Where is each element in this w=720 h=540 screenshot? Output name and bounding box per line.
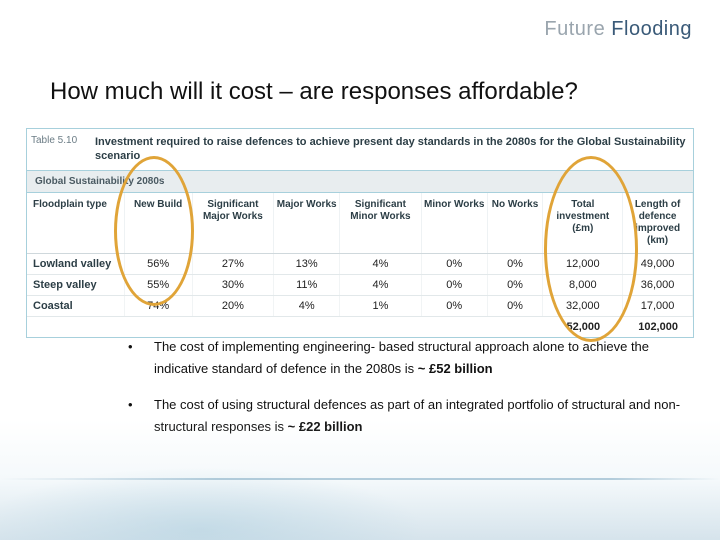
cell: 56% bbox=[125, 254, 193, 274]
col-header: Significant Minor Works bbox=[340, 193, 422, 253]
brand-label: Future Flooding bbox=[544, 18, 692, 41]
cell: 17,000 bbox=[623, 296, 693, 316]
total-cell: 52,000 bbox=[543, 317, 623, 337]
table-row: Steep valley 55% 30% 11% 4% 0% 0% 8,000 … bbox=[27, 275, 693, 296]
total-cell bbox=[340, 317, 422, 337]
cell: 12,000 bbox=[543, 254, 623, 274]
bullet-dot-icon: • bbox=[128, 336, 154, 380]
col-header: Length of defence improved (km) bbox=[623, 193, 693, 253]
col-header: Floodplain type bbox=[27, 193, 125, 253]
col-header: Significant Major Works bbox=[193, 193, 275, 253]
col-header: Major Works bbox=[274, 193, 340, 253]
cell: 4% bbox=[274, 296, 340, 316]
cell: 20% bbox=[193, 296, 275, 316]
cell: 1% bbox=[340, 296, 422, 316]
cell: 32,000 bbox=[543, 296, 623, 316]
slide-title: How much will it cost – are responses af… bbox=[50, 78, 578, 106]
row-label: Coastal bbox=[27, 296, 125, 316]
cell: 0% bbox=[488, 254, 544, 274]
cell: 36,000 bbox=[623, 275, 693, 295]
table-total-row: 52,000 102,000 bbox=[27, 317, 693, 337]
total-cell bbox=[488, 317, 544, 337]
col-header: No Works bbox=[488, 193, 544, 253]
cell: 0% bbox=[488, 296, 544, 316]
cell: 0% bbox=[422, 275, 488, 295]
row-label: Steep valley bbox=[27, 275, 125, 295]
brand-word-1: Future bbox=[544, 18, 605, 40]
bullet-bold: ~ £52 billion bbox=[418, 361, 493, 376]
cell: 74% bbox=[125, 296, 193, 316]
investment-table: Table 5.10 Investment required to raise … bbox=[26, 128, 694, 338]
cell: 8,000 bbox=[543, 275, 623, 295]
table-number: Table 5.10 bbox=[27, 129, 91, 170]
cell: 0% bbox=[488, 275, 544, 295]
cell: 0% bbox=[422, 296, 488, 316]
col-header: Total investment (£m) bbox=[543, 193, 623, 253]
bullet-pre: The cost of implementing engineering- ba… bbox=[154, 339, 649, 376]
list-item: • The cost of using structural defences … bbox=[128, 394, 700, 438]
total-cell bbox=[274, 317, 340, 337]
table-caption: Investment required to raise defences to… bbox=[91, 129, 693, 170]
total-cell bbox=[193, 317, 275, 337]
cell: 13% bbox=[274, 254, 340, 274]
brand-word-2: Flooding bbox=[611, 18, 692, 40]
table-row: Lowland valley 56% 27% 13% 4% 0% 0% 12,0… bbox=[27, 254, 693, 275]
cell: 27% bbox=[193, 254, 275, 274]
list-item: • The cost of implementing engineering- … bbox=[128, 336, 700, 380]
cell: 4% bbox=[340, 275, 422, 295]
row-label: Lowland valley bbox=[27, 254, 125, 274]
cell: 0% bbox=[422, 254, 488, 274]
bullet-list: • The cost of implementing engineering- … bbox=[128, 336, 700, 452]
bullet-dot-icon: • bbox=[128, 394, 154, 438]
col-header: New Build bbox=[125, 193, 193, 253]
cell: 30% bbox=[193, 275, 275, 295]
total-cell: 102,000 bbox=[623, 317, 693, 337]
bullet-text: The cost of implementing engineering- ba… bbox=[154, 336, 700, 380]
cell: 11% bbox=[274, 275, 340, 295]
table-caption-row: Table 5.10 Investment required to raise … bbox=[27, 129, 693, 171]
table-header-row: Floodplain type New Build Significant Ma… bbox=[27, 193, 693, 254]
total-cell bbox=[27, 317, 125, 337]
table-row: Coastal 74% 20% 4% 1% 0% 0% 32,000 17,00… bbox=[27, 296, 693, 317]
total-cell bbox=[422, 317, 488, 337]
col-header: Minor Works bbox=[422, 193, 488, 253]
bullet-text: The cost of using structural defences as… bbox=[154, 394, 700, 438]
scenario-label: Global Sustainability 2080s bbox=[27, 171, 693, 193]
bullet-bold: ~ £22 billion bbox=[288, 419, 363, 434]
bullet-pre: The cost of using structural defences as… bbox=[154, 397, 680, 434]
cell: 55% bbox=[125, 275, 193, 295]
cell: 49,000 bbox=[623, 254, 693, 274]
water-line bbox=[0, 478, 720, 480]
cell: 4% bbox=[340, 254, 422, 274]
total-cell bbox=[125, 317, 193, 337]
